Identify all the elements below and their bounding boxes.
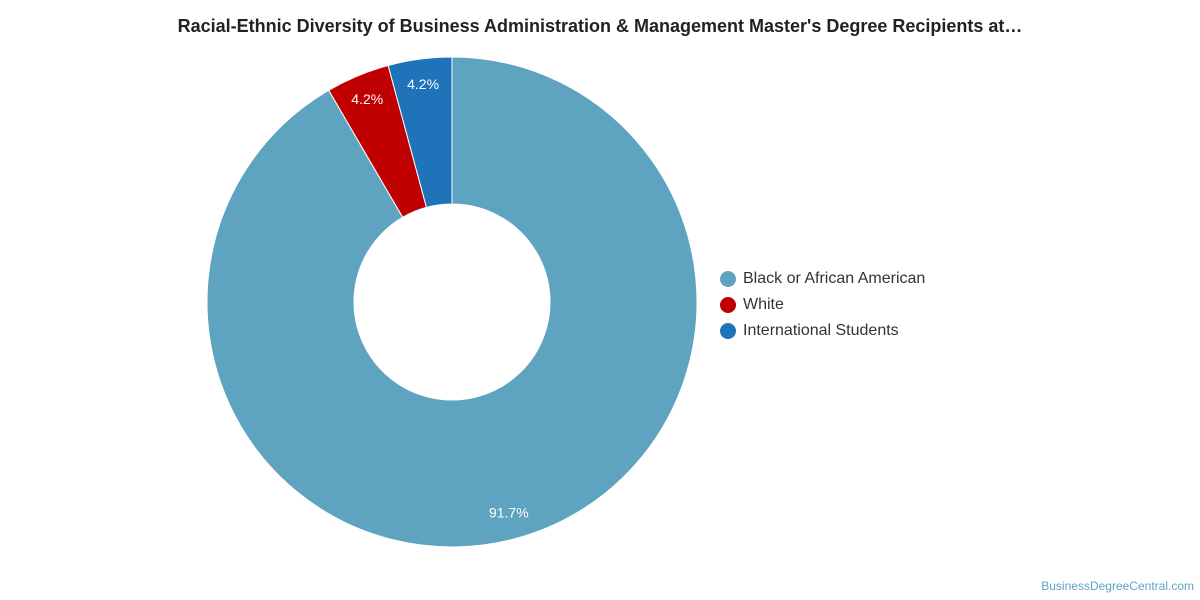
legend-item-white[interactable]: White [720, 292, 925, 318]
legend-swatch [720, 271, 736, 287]
legend-label: Black or African American [743, 270, 926, 287]
legend-item-international-students[interactable]: International Students [720, 318, 925, 344]
slice-data-label: 4.2% [351, 91, 383, 107]
chart-legend: Black or African American White Internat… [720, 266, 925, 344]
donut-slice-international-students[interactable] [387, 56, 453, 208]
legend-swatch [720, 297, 736, 313]
legend-swatch [720, 323, 736, 339]
source-credit[interactable]: BusinessDegreeCentral.com [1041, 579, 1194, 593]
slice-data-label: 4.2% [407, 76, 439, 92]
donut-slice-black-or-african-american[interactable] [206, 56, 698, 548]
legend-label: International Students [743, 322, 899, 339]
chart-title: Racial-Ethnic Diversity of Business Admi… [177, 16, 1023, 36]
legend-label: White [743, 296, 784, 313]
slice-data-label: 91.7% [489, 504, 529, 520]
legend-item-black-or-african-american[interactable]: Black or African American [720, 266, 925, 292]
